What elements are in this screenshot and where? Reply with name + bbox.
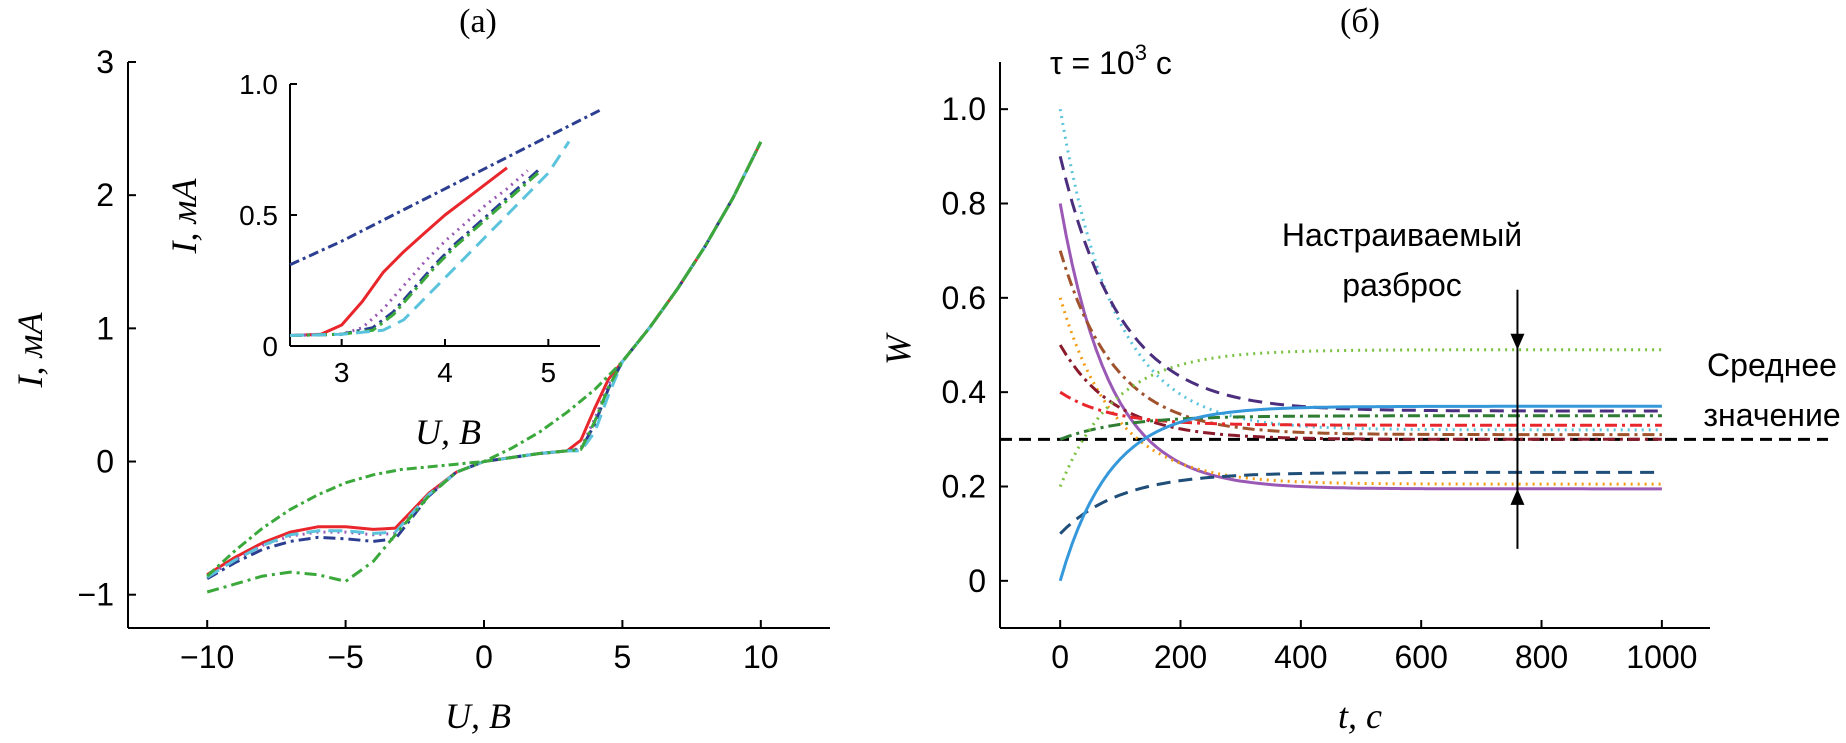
inset-x-tick-label: 4 xyxy=(437,357,453,388)
panel-a-series-5 xyxy=(206,141,763,578)
panel-b-x-tick-label: 800 xyxy=(1515,639,1568,675)
spread-annotation-line2: разброс xyxy=(1342,267,1461,303)
panel-a-x-tick-label: 10 xyxy=(743,639,779,675)
inset-x-tick-label: 5 xyxy=(541,357,557,388)
panel-b-axes: 0 200 400 600 800 1000 0 0.2 0.4 0.6 0.8 1.0 xyxy=(942,62,1710,675)
panel-b-y-tick-label: 0 xyxy=(968,563,986,599)
tau-label-unit: с xyxy=(1147,45,1172,81)
panel-a-y-tick-label: −1 xyxy=(78,577,114,613)
panel-a-x-tick-label: −10 xyxy=(180,639,234,675)
inset-series-4 xyxy=(289,140,571,337)
panel-a-series-2 xyxy=(206,141,763,580)
panel-b-series-9 xyxy=(1059,470,1662,535)
panel-b-x-tick-label: 200 xyxy=(1154,639,1207,675)
panel-b-x-tick-label: 0 xyxy=(1051,639,1069,675)
panel-b-series-2 xyxy=(1058,203,1662,491)
panel-b-y-tick-label: 0.2 xyxy=(942,469,986,505)
panel-a-xlabel: U, В xyxy=(445,696,511,736)
panel-a-x-tick-label: 0 xyxy=(475,639,493,675)
inset-y-tick-label: 0.5 xyxy=(239,200,278,231)
panel-a-label: (а) xyxy=(459,3,497,40)
panel-b-series-4 xyxy=(1058,297,1662,486)
inset-x-tick-label: 3 xyxy=(334,357,350,388)
panel-b-series-3 xyxy=(1058,250,1662,437)
spread-arrow-head-bottom xyxy=(1510,488,1525,505)
panel-a-ylabel: I, мА xyxy=(10,312,50,389)
panel-b-curves xyxy=(1000,108,1828,582)
inset-series-0 xyxy=(289,166,508,337)
panel-a-y-tick-label: 2 xyxy=(96,177,114,213)
tau-label-base: τ = 10 xyxy=(1050,45,1135,81)
inset-series-5 xyxy=(289,108,601,267)
panel-b-annotations: Настраиваемый разброс Среднее значение xyxy=(1282,217,1841,549)
mean-annotation-line1: Среднее xyxy=(1707,347,1837,383)
panel-b-x-tick-label: 600 xyxy=(1394,639,1447,675)
panel-b: (б) 0 200 400 600 800 1000 0 0.2 0.4 0.6 0.8 1.0 На… xyxy=(878,3,1841,736)
inset-y-tick-label: 0 xyxy=(262,331,278,362)
panel-a-y-tick-label: 0 xyxy=(96,444,114,480)
panel-a-y-tick-label: 3 xyxy=(96,44,114,80)
inset-xlabel: U, В xyxy=(415,412,481,452)
panel-b-y-tick-label: 1.0 xyxy=(942,91,986,127)
inset-ylabel: I, мА xyxy=(164,178,204,255)
panel-a-y-tick-label: 1 xyxy=(96,310,114,346)
panel-b-label: (б) xyxy=(1340,3,1380,40)
panel-b-series-10 xyxy=(1058,404,1662,582)
panel-b-ylabel: W xyxy=(878,332,918,365)
panel-b-y-tick-label: 0.4 xyxy=(942,374,986,410)
mean-annotation-line2: значение xyxy=(1703,397,1840,433)
spread-arrow-head-top xyxy=(1510,333,1525,350)
panel-b-series-1 xyxy=(1058,155,1662,413)
inset-axes: 3 4 5 0 0.5 1.0 xyxy=(239,69,600,388)
inset-y-tick-label: 1.0 xyxy=(239,69,278,100)
panel-b-y-tick-label: 0.8 xyxy=(942,186,986,222)
panel-b-x-tick-label: 400 xyxy=(1274,639,1327,675)
panel-a-x-tick-label: −5 xyxy=(327,639,363,675)
panel-b-series-8 xyxy=(1058,348,1662,488)
tau-label-exp: 3 xyxy=(1135,40,1147,65)
panel-a-curves xyxy=(206,141,763,594)
panel-b-y-tick-label: 0.6 xyxy=(942,280,986,316)
panel-b-xlabel: t, с xyxy=(1338,696,1382,736)
panel-a-inset: 3 4 5 0 0.5 1.0 U, В I, мА xyxy=(164,69,602,452)
spread-annotation-line1: Настраиваемый xyxy=(1282,217,1522,253)
inset-curves xyxy=(289,108,601,337)
panel-b-x-tick-label: 1000 xyxy=(1626,639,1697,675)
panel-a-x-tick-label: 5 xyxy=(614,639,632,675)
panel-b-series-7 xyxy=(1059,414,1662,441)
tau-label: τ = 103 с xyxy=(1050,40,1172,81)
panel-b-series-5 xyxy=(1058,344,1662,441)
